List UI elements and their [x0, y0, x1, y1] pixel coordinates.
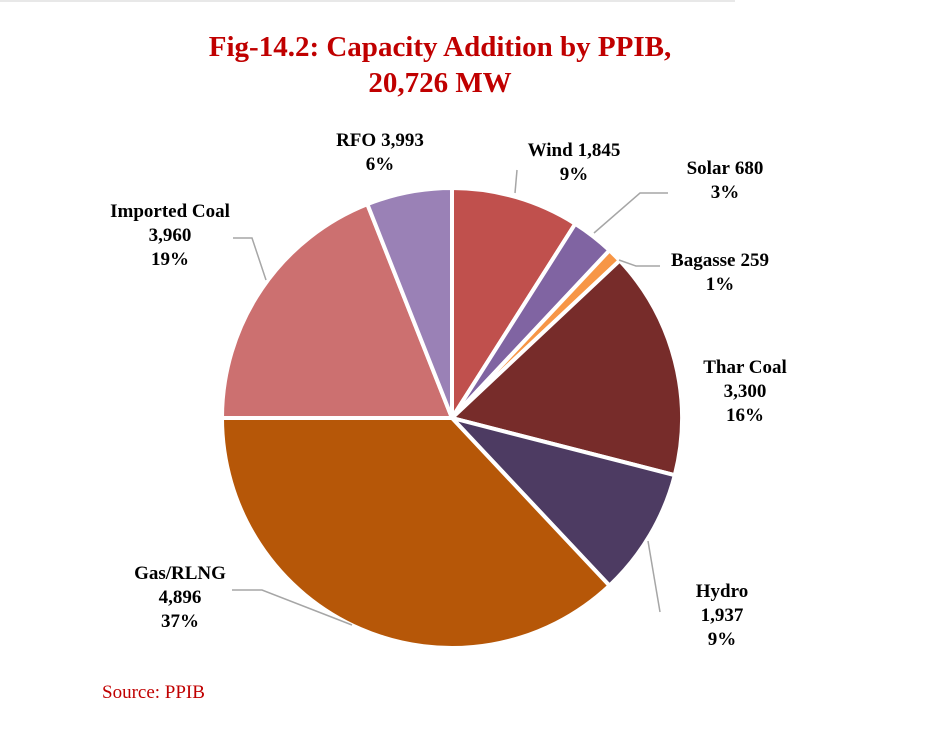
leader-line	[593, 192, 668, 234]
leader-line	[647, 540, 661, 613]
pie-slice	[450, 186, 578, 420]
slice-label: RFO 3,993	[336, 130, 424, 151]
capacity-label: 3,960	[149, 225, 192, 246]
pie-slice	[220, 202, 454, 420]
capacity-label: 3,300	[724, 381, 767, 402]
pie	[220, 186, 684, 650]
leader-line	[232, 589, 353, 626]
category-name: Bagasse	[671, 250, 735, 271]
category-name: Hydro	[696, 581, 748, 602]
category-name: Solar	[687, 158, 731, 179]
chart-title: 20,726 MW	[368, 67, 511, 99]
source-note: Source: PPIB	[102, 682, 205, 703]
capacity-label: 1,937	[701, 605, 744, 626]
capacity-label: 259	[740, 250, 769, 271]
percent-label: 16%	[726, 405, 764, 426]
percent-label: 9%	[560, 164, 589, 185]
chart-title: Fig-14.2: Capacity Addition by PPIB,	[209, 31, 671, 63]
category-name: Gas/RLNG	[134, 563, 226, 584]
slice-label: Wind 1,845	[528, 140, 621, 161]
capacity-label: 4,896	[159, 587, 202, 608]
category-name: Wind	[528, 140, 574, 161]
pie-slice	[365, 186, 454, 420]
pie-slice	[450, 258, 684, 478]
capacity-label: 680	[735, 158, 764, 179]
percent-label: 9%	[708, 629, 737, 650]
percent-label: 37%	[161, 611, 199, 632]
pie-slice	[220, 416, 612, 650]
category-name: Thar Coal	[703, 357, 787, 378]
category-name: RFO	[336, 130, 376, 151]
slice-label: Solar 680	[687, 158, 764, 179]
percent-label: 1%	[706, 274, 735, 295]
capacity-label: 3,993	[381, 130, 424, 151]
slice-label: Bagasse 259	[671, 250, 769, 271]
leader-line	[233, 237, 267, 281]
percent-label: 6%	[366, 154, 395, 175]
leader-line	[514, 169, 518, 194]
percent-label: 19%	[151, 249, 189, 270]
category-name: Imported Coal	[110, 201, 230, 222]
leader-line	[618, 259, 660, 267]
percent-label: 3%	[711, 182, 740, 203]
pie-slice	[450, 416, 677, 588]
capacity-label: 1,845	[578, 140, 621, 161]
